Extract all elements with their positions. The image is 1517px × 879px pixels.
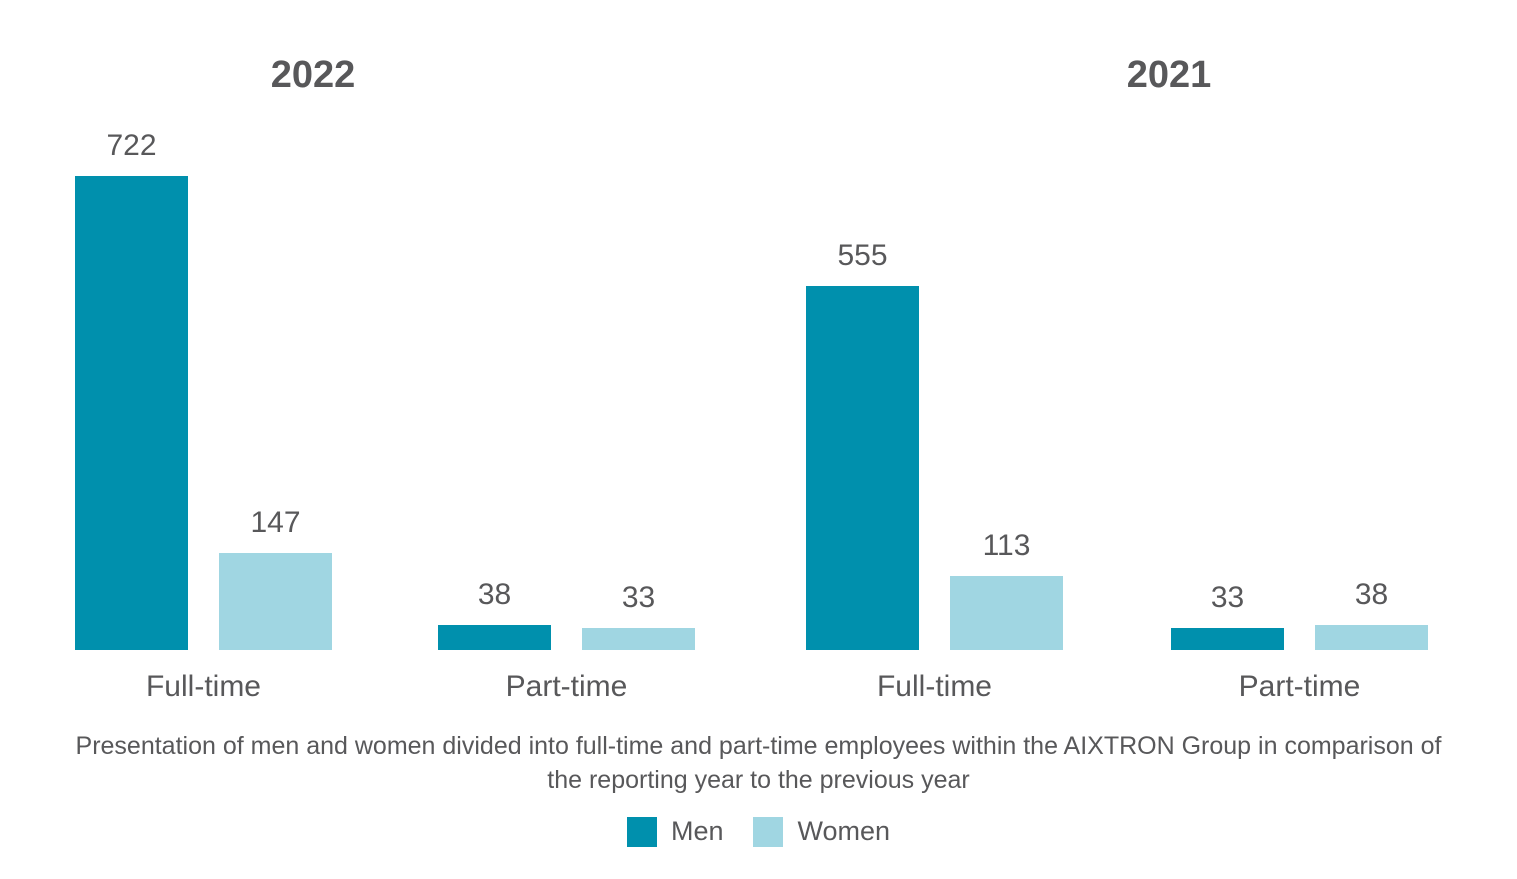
bar-value-label: 38 [477, 578, 512, 611]
bar-cell: 33 [582, 583, 695, 650]
bar-value-label: 147 [250, 506, 301, 539]
bar-value-label: 33 [1210, 581, 1245, 614]
bar-value-label: 113 [982, 529, 1031, 562]
category-label-parttime-2021: Part-time [1238, 670, 1361, 703]
bar-value-label: 555 [837, 239, 888, 272]
bar-value-label: 33 [621, 581, 656, 614]
bar-men-parttime-2021 [1171, 628, 1284, 650]
bar-cell: 147 [219, 508, 332, 650]
bar-cell: 722 [75, 131, 188, 650]
legend-women-swatch [753, 816, 784, 847]
bar-men-fulltime-2022 [75, 176, 188, 650]
category-label-parttime-2022: Part-time [505, 670, 628, 703]
chart-caption: Presentation of men and women divided in… [0, 729, 1517, 797]
panel-title-2022: 2022 [270, 54, 356, 96]
legend: Men Women [0, 816, 1517, 847]
panel-title-2021: 2021 [1126, 54, 1212, 96]
bar-men-parttime-2022 [438, 625, 551, 650]
bar-women-parttime-2021 [1315, 625, 1428, 650]
bar-women-fulltime-2022 [219, 553, 332, 650]
category-label-fulltime-2022: Full-time [145, 670, 261, 703]
legend-men-swatch [626, 816, 657, 847]
bar-women-fulltime-2021 [950, 576, 1063, 650]
category-label-fulltime-2021: Full-time [876, 670, 992, 703]
bar-cell: 33 [1171, 583, 1284, 650]
bar-value-label: 722 [106, 129, 157, 162]
bar-cell: 38 [438, 580, 551, 650]
bar-women-parttime-2022 [582, 628, 695, 650]
group-2021-parttime: 33 38 [1171, 580, 1428, 650]
bar-cell: 38 [1315, 580, 1428, 650]
chart-caption-line1: Presentation of men and women divided in… [75, 732, 1442, 760]
bar-cell: 113 [950, 531, 1063, 650]
bar-value-label: 38 [1354, 578, 1389, 611]
legend-women-label: Women [797, 816, 891, 846]
bar-men-fulltime-2021 [806, 286, 919, 650]
group-2021-fulltime: 555 113 [806, 241, 1063, 650]
chart-caption-line2: the reporting year to the previous year [547, 766, 970, 794]
legend-men-label: Men [670, 816, 724, 846]
bar-cell: 555 [806, 241, 919, 650]
group-2022-parttime: 38 33 [438, 580, 695, 650]
group-2022-fulltime: 722 147 [75, 131, 332, 650]
